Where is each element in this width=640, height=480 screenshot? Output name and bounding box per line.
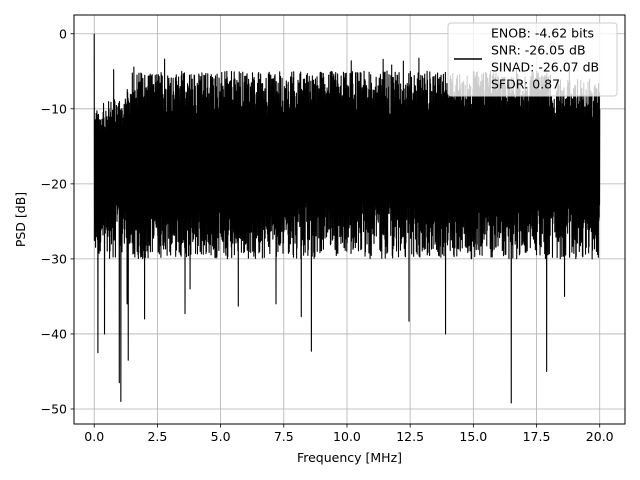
- legend-sfdr: SFDR: 0.87: [491, 77, 560, 92]
- x-axis-label: Frequency [MHz]: [297, 450, 402, 465]
- x-tick-label: 2.5: [147, 429, 167, 444]
- legend-snr: SNR: -26.05 dB: [491, 43, 586, 58]
- y-axis-label: PSD [dB]: [13, 192, 28, 247]
- y-axis: 0 −10 −20 −30 −40 −50: [41, 26, 74, 416]
- psd-series-line: [93, 33, 601, 404]
- y-tick-label: 0: [59, 26, 67, 41]
- x-axis: 0.0 2.5 5.0 7.5 10.0 12.5 15.0 17.5 20.0: [84, 424, 614, 444]
- y-tick-label: −40: [41, 326, 67, 341]
- x-tick-label: 17.5: [523, 429, 551, 444]
- x-tick-label: 20.0: [586, 429, 614, 444]
- y-tick-label: −20: [41, 176, 67, 191]
- x-tick-label: 5.0: [211, 429, 231, 444]
- y-tick-label: −30: [41, 251, 67, 266]
- x-tick-label: 0.0: [84, 429, 104, 444]
- x-tick-label: 12.5: [396, 429, 424, 444]
- psd-line: [93, 33, 601, 404]
- legend-sinad: SINAD: -26.07 dB: [491, 60, 599, 75]
- plot-frame: [73, 14, 626, 425]
- x-tick-label: 7.5: [274, 429, 294, 444]
- legend-box: [447, 22, 618, 97]
- y-tick-label: −10: [41, 101, 67, 116]
- x-tick-label: 15.0: [459, 429, 487, 444]
- legend: ENOB: -4.62 bits SNR: -26.05 dB SINAD: -…: [447, 22, 618, 97]
- legend-enob: ENOB: -4.62 bits: [491, 26, 594, 41]
- y-tick-label: −50: [41, 401, 67, 416]
- x-tick-label: 10.0: [333, 429, 361, 444]
